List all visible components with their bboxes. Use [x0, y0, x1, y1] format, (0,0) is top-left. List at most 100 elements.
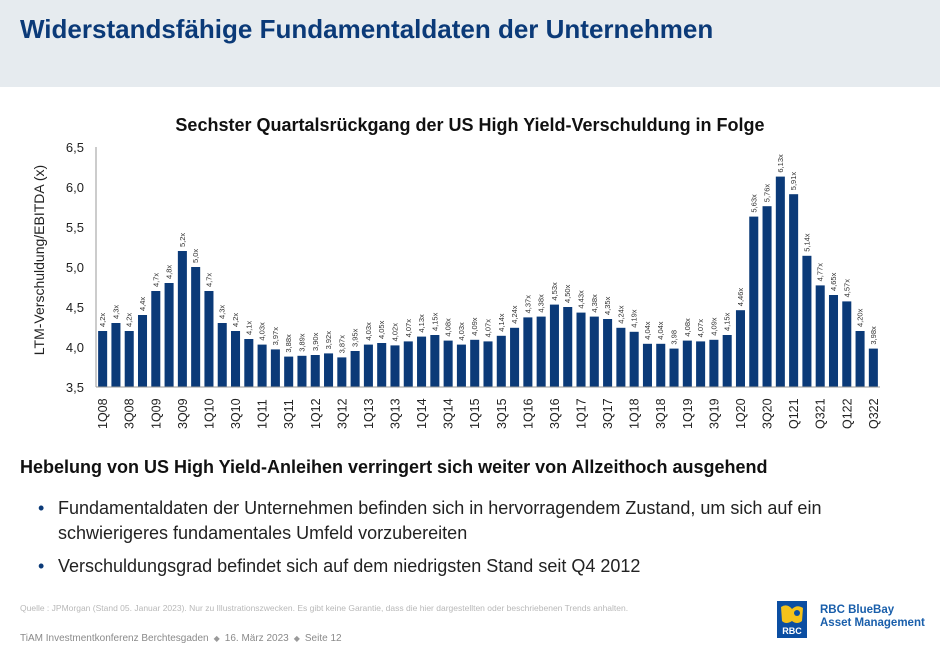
bar-4Q11 [297, 355, 307, 387]
x-tick-label: 1Q10 [202, 398, 216, 429]
bar-3Q20 [762, 206, 772, 387]
bar-1Q15 [470, 339, 480, 387]
x-tick-label: 3Q12 [335, 398, 349, 429]
data-label: 4,07x [404, 319, 413, 338]
bar-1Q14 [417, 336, 427, 387]
y-tick-label: 6,5 [66, 140, 84, 155]
y-tick-label: 5,0 [66, 260, 84, 275]
x-tick-label: Q121 [787, 398, 801, 429]
x-tick-label: 3Q13 [388, 398, 402, 429]
footer-separator: ◆ [213, 634, 220, 643]
data-label: 4,07x [484, 319, 493, 338]
bar-4Q13 [403, 341, 413, 387]
bar-2Q18 [642, 343, 652, 387]
bar-4Q16 [563, 307, 573, 387]
y-tick-label: 4,5 [66, 300, 84, 315]
data-label: 4,4x [138, 297, 147, 311]
x-tick-label: 1Q16 [521, 398, 535, 429]
bar-Q222 [855, 331, 865, 387]
data-label: 4,57x [842, 279, 851, 298]
bullet-item: • Fundamentaldaten der Unternehmen befind… [36, 496, 916, 546]
bar-2Q08 [111, 323, 121, 387]
data-label: 4,04x [656, 321, 665, 340]
data-label: 4,13x [417, 314, 426, 333]
data-label: 4,37x [523, 295, 532, 314]
x-tick-label: 3Q16 [548, 398, 562, 429]
bullet-marker: • [38, 556, 45, 576]
x-tick-label: 1Q17 [575, 398, 589, 429]
data-label: 4,1x [244, 321, 253, 335]
bar-2Q13 [377, 343, 387, 387]
logo-rbc-text: RBC [782, 626, 802, 636]
data-label: 4,04x [643, 321, 652, 340]
bullet-item: • Verschuldungsgrad befindet sich auf dem… [36, 554, 916, 579]
x-tick-label: 3Q18 [654, 398, 668, 429]
slide-footer: TiAM Investmentkonferenz Berchtesgaden ◆ 1… [20, 633, 342, 644]
y-tick-label: 5,5 [66, 220, 84, 235]
x-tick-label: 1Q12 [309, 398, 323, 429]
bar-Q121 [789, 194, 799, 387]
bar-2Q14 [430, 335, 440, 387]
bar-3Q11 [284, 356, 294, 387]
bar-1Q09 [151, 291, 161, 387]
bar-3Q18 [656, 343, 666, 387]
source-note: Quelle : JPMorgan (Stand 05. Januar 2023… [20, 603, 629, 613]
data-label: 5,0x [191, 249, 200, 263]
bar-2Q12 [324, 353, 334, 387]
data-label: 5,14x [802, 233, 811, 252]
footer-separator: ◆ [293, 634, 300, 643]
y-tick-label: 4,0 [66, 340, 84, 355]
bar-1Q12 [310, 355, 320, 387]
bar-4Q15 [510, 327, 520, 387]
bar-1Q11 [257, 344, 267, 387]
data-label: 3,89x [297, 333, 306, 352]
bar-3Q19 [709, 339, 719, 387]
data-label: 4,2x [125, 313, 134, 327]
data-label: 4,03x [364, 322, 373, 341]
x-tick-label: 3Q11 [282, 399, 296, 429]
bar-4Q10 [244, 339, 254, 387]
data-label: 4,05x [377, 320, 386, 339]
bar-1Q18 [629, 331, 639, 387]
data-label: 4,14x [497, 313, 506, 332]
data-label: 4,7x [151, 273, 160, 287]
data-label: 3,87x [337, 335, 346, 354]
data-label: 4,20x [856, 308, 865, 327]
x-tick-label: 1Q09 [149, 398, 163, 429]
bar-3Q09 [177, 251, 187, 387]
x-tick-label: 1Q11 [256, 399, 270, 429]
x-tick-label: 1Q15 [468, 398, 482, 429]
x-tick-label: 3Q09 [176, 398, 190, 429]
data-label: 3,98x [869, 326, 878, 345]
bullet-text: Verschuldungsgrad befindet sich auf dem … [58, 556, 641, 576]
data-label: 4,65x [829, 272, 838, 291]
slide-title: Widerstandsfähige Fundamentaldaten der U… [20, 14, 714, 44]
x-tick-label: 3Q20 [761, 398, 775, 429]
data-label: 3,97x [271, 327, 280, 346]
x-tick-label: 3Q14 [442, 398, 456, 429]
data-label: 4,2x [231, 313, 240, 327]
x-tick-label: 1Q08 [96, 398, 110, 429]
data-label: 4,53x [550, 282, 559, 301]
bar-Q221 [802, 255, 812, 387]
data-label: 5,76x [763, 184, 772, 203]
bar-3Q12 [337, 357, 347, 387]
bar-2Q16 [536, 316, 546, 387]
data-label: 4,15x [430, 312, 439, 331]
data-label: 4,3x [111, 305, 120, 319]
bar-3Q08 [124, 331, 134, 387]
data-label: 4,3x [218, 305, 227, 319]
bar-Q122 [842, 301, 852, 387]
y-tick-label: 3,5 [66, 380, 84, 395]
rbc-bluebay-logo: RBC RBC BlueBay Asset Management [777, 601, 937, 643]
bullet-text: Fundamentaldaten der Unternehmen befinde… [58, 498, 822, 543]
data-label: 3,90x [311, 332, 320, 351]
bar-1Q16 [523, 317, 533, 387]
bar-4Q17 [616, 327, 626, 387]
data-label: 4,46x [736, 288, 745, 307]
data-label: 4,24x [616, 305, 625, 324]
bar-2Q11 [270, 349, 280, 387]
data-label: 3,88x [284, 334, 293, 353]
bar-4Q19 [722, 335, 732, 387]
data-label: 4,02x [390, 323, 399, 342]
